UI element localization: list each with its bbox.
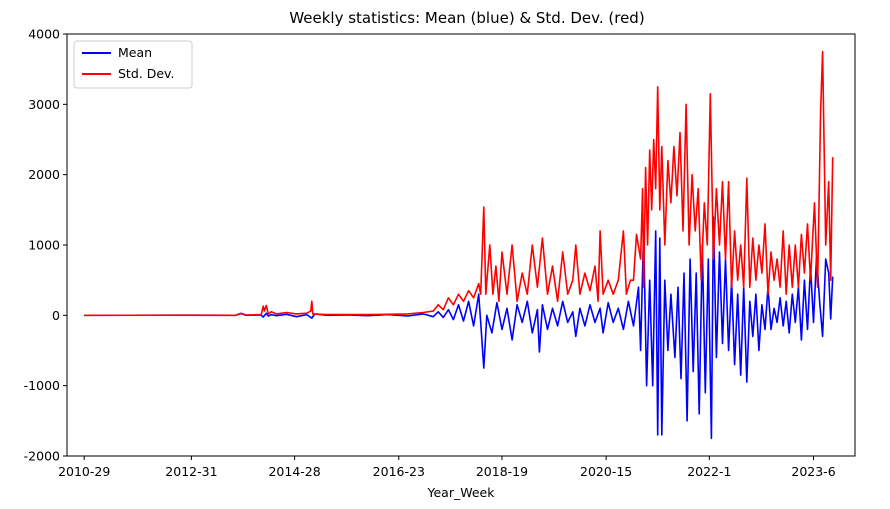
series-line-std-dev xyxy=(84,50,834,317)
x-axis-label: Year_Week xyxy=(427,485,496,500)
y-axis: -2000 -1000 0 1000 2000 3000 4000 xyxy=(24,27,67,464)
x-axis: 2010-29 2012-31 2014-28 2016-23 2018-19 2020-… xyxy=(58,456,836,479)
x-tick-label: 2023-6 xyxy=(791,464,835,479)
x-tick-label: 2016-23 xyxy=(373,464,425,479)
y-tick-label: 3000 xyxy=(28,97,60,112)
series-layer xyxy=(84,50,834,440)
x-tick-label: 2014-28 xyxy=(268,464,320,479)
plot-area: -2000 -1000 0 1000 2000 3000 4000 2010-29 2012-… xyxy=(24,27,856,479)
y-tick-label: 2000 xyxy=(28,167,60,182)
y-tick-label: -1000 xyxy=(24,378,60,393)
x-tick-label: 2022-1 xyxy=(687,464,731,479)
x-tick-label: 2018-19 xyxy=(476,464,528,479)
y-tick-label: -2000 xyxy=(24,449,60,464)
chart-title: Weekly statistics: Mean (blue) & Std. De… xyxy=(289,9,644,27)
y-tick-label: 0 xyxy=(52,308,60,323)
legend-label-mean: Mean xyxy=(118,45,152,60)
legend: Mean Std. Dev. xyxy=(73,40,193,89)
x-tick-label: 2020-15 xyxy=(580,464,632,479)
x-tick-label: 2012-31 xyxy=(165,464,217,479)
y-tick-label: 4000 xyxy=(28,27,60,42)
legend-label-std-dev: Std. Dev. xyxy=(118,66,174,81)
x-tick-label: 2010-29 xyxy=(58,464,110,479)
y-tick-label: 1000 xyxy=(28,238,60,253)
